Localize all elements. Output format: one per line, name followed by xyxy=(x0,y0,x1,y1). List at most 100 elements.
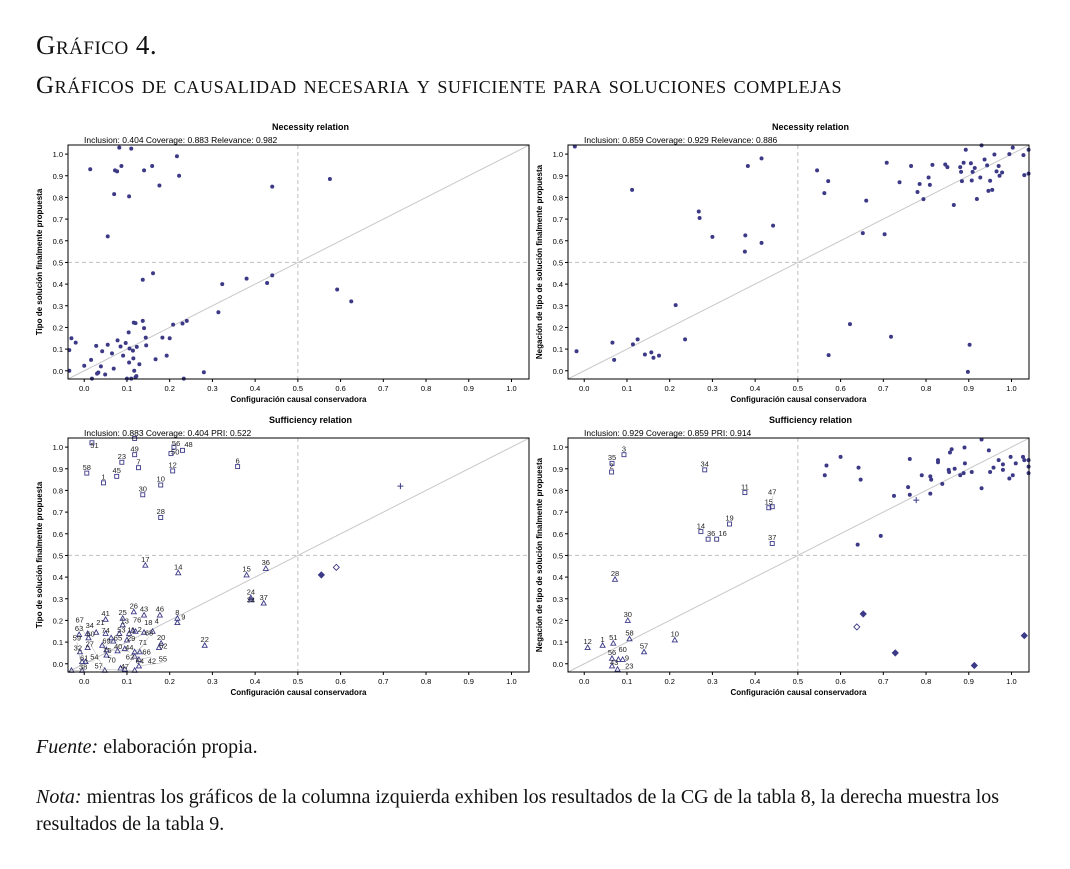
data-point xyxy=(88,167,93,172)
data-point xyxy=(155,644,163,650)
data-point xyxy=(961,160,966,165)
data-point xyxy=(714,536,720,542)
data-point xyxy=(822,473,827,478)
note-text: mientras los gráficos de la columna izqu… xyxy=(36,786,1000,835)
data-point xyxy=(611,575,619,582)
data-point-label: 8 xyxy=(175,608,179,617)
data-point xyxy=(884,160,889,165)
data-point xyxy=(119,621,126,628)
data-point xyxy=(970,169,975,174)
y-tick-label: 0.5 xyxy=(553,258,563,267)
data-point xyxy=(878,533,883,538)
data-point xyxy=(742,249,747,254)
data-point xyxy=(927,182,932,187)
data-point xyxy=(180,447,185,453)
x-tick-label: 0.7 xyxy=(878,677,888,686)
data-point-label: 11 xyxy=(741,482,749,491)
data-point xyxy=(864,198,869,203)
data-point xyxy=(130,348,135,353)
y-tick-label: 0.4 xyxy=(53,573,63,582)
data-point xyxy=(986,448,991,453)
data-point xyxy=(991,465,996,470)
data-point xyxy=(635,337,640,342)
data-point xyxy=(574,349,579,354)
data-point xyxy=(114,473,120,479)
data-point xyxy=(132,452,138,458)
data-point xyxy=(608,662,616,669)
y-tick-label: 0.8 xyxy=(53,486,63,495)
data-point-label: 2 xyxy=(138,625,142,634)
data-point xyxy=(710,234,715,239)
data-point-label: 75 xyxy=(103,646,111,655)
data-point xyxy=(134,344,139,349)
data-point xyxy=(947,450,952,455)
data-point xyxy=(619,656,626,662)
y-tick-label: 0.9 xyxy=(53,465,63,474)
y-tick-label: 0.2 xyxy=(53,323,63,332)
data-point-label: 44 xyxy=(125,643,133,652)
data-point-label: 43 xyxy=(610,658,618,667)
data-point xyxy=(270,184,275,189)
data-point-label: 64 xyxy=(136,657,144,666)
data-point-label: 36 xyxy=(707,529,715,538)
data-point xyxy=(94,343,99,348)
data-point xyxy=(131,652,138,659)
label-leader-line xyxy=(134,655,140,658)
data-point xyxy=(949,447,954,452)
data-point-label: 66 xyxy=(142,647,150,656)
data-point-label: 49 xyxy=(130,444,138,453)
y-tick-label: 0.7 xyxy=(53,508,63,517)
plot-frame xyxy=(567,437,1030,673)
data-point xyxy=(624,617,632,623)
data-point xyxy=(117,145,122,150)
data-point xyxy=(127,360,132,365)
data-point xyxy=(572,144,577,149)
y-tick-label: 1.0 xyxy=(53,443,63,452)
y-tick-label: 0.1 xyxy=(553,345,563,354)
data-point xyxy=(1007,476,1012,481)
data-point-label: 10 xyxy=(671,630,679,639)
data-point xyxy=(610,340,615,345)
data-point xyxy=(928,474,933,479)
x-tick-label: 0.0 xyxy=(579,384,589,393)
data-point xyxy=(143,335,148,340)
data-point-label: 38 xyxy=(79,663,87,672)
data-point xyxy=(95,371,100,376)
data-point xyxy=(615,656,622,662)
y-tick-label: 0.7 xyxy=(553,215,563,224)
y-tick-label: 0.0 xyxy=(53,660,63,669)
data-point xyxy=(962,445,967,450)
x-tick-label: 0.2 xyxy=(164,384,174,393)
x-tick-label: 0.1 xyxy=(622,384,632,393)
data-point-label: 60 xyxy=(86,630,94,639)
data-point xyxy=(174,569,182,576)
data-point xyxy=(112,192,117,197)
data-point-label: 65 xyxy=(114,633,122,642)
data-point-label: 28 xyxy=(611,569,619,578)
note-label: Nota: xyxy=(36,786,82,808)
data-point xyxy=(988,470,993,475)
label-leader-line xyxy=(138,656,152,660)
label-leader-line xyxy=(106,654,112,657)
x-axis-label: Configuración causal conservadora xyxy=(730,395,867,404)
data-point xyxy=(727,521,732,527)
data-point-label: 22 xyxy=(201,635,209,644)
data-point-label: 43 xyxy=(140,605,148,614)
chart-necessity-left: Necessity relation Inclusion: 0.404 Cover… xyxy=(35,122,530,404)
data-point-label: 40 xyxy=(114,642,122,651)
data-point xyxy=(915,190,920,195)
data-point xyxy=(979,486,984,491)
x-tick-label: 0.3 xyxy=(207,384,217,393)
data-point xyxy=(216,310,221,315)
y-tick-label: 0.5 xyxy=(53,258,63,267)
plot-frame xyxy=(67,144,530,380)
data-point xyxy=(702,467,708,473)
data-point-label: 9 xyxy=(181,612,185,621)
data-point xyxy=(951,203,956,208)
data-point xyxy=(649,350,654,355)
x-tick-label: 0.2 xyxy=(664,677,674,686)
data-point-label: 35 xyxy=(608,453,616,462)
data-point xyxy=(247,594,255,601)
data-point-label: 63 xyxy=(75,624,83,633)
data-point xyxy=(244,276,249,281)
